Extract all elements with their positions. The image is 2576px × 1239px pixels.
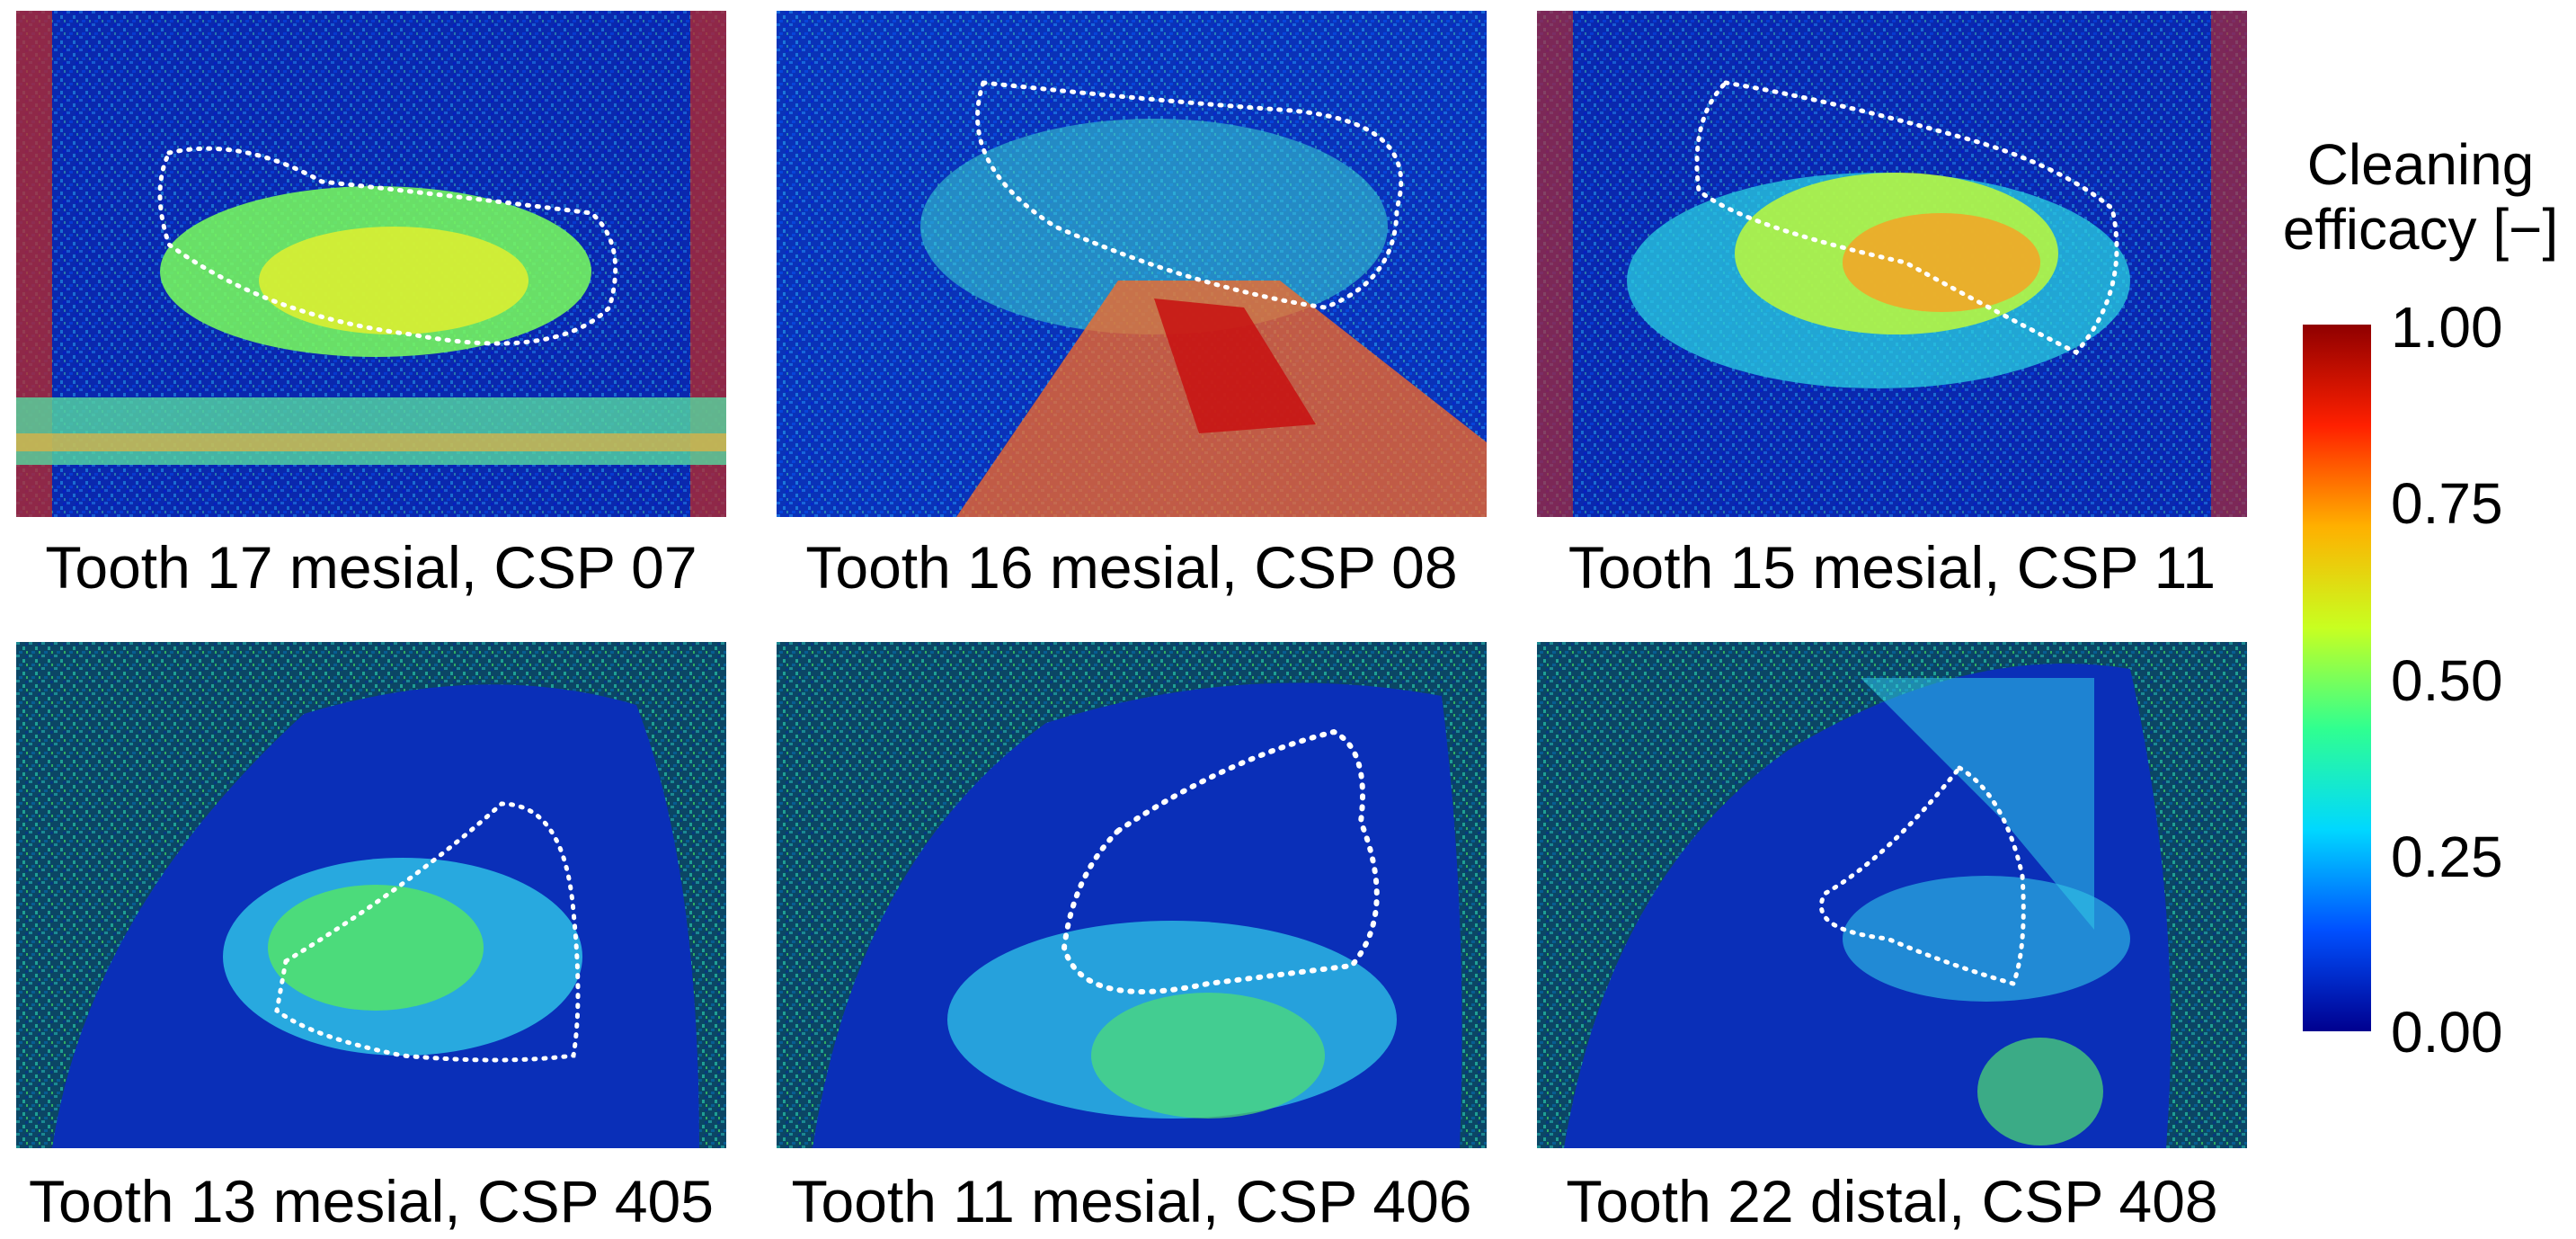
heatmap-panel-5 <box>777 642 1487 1148</box>
colorbar-tick: 0.00 <box>2391 1000 2503 1065</box>
colorbar-tick: 1.00 <box>2391 295 2503 360</box>
panel-caption: Tooth 16 mesial, CSP 08 <box>805 534 1458 601</box>
heatmap-panel-1 <box>16 11 726 517</box>
colorbar-title: Cleaning efficacy [−] <box>2265 132 2576 262</box>
panel-caption: Tooth 17 mesial, CSP 07 <box>45 534 697 601</box>
heatmap-panel-2 <box>777 11 1487 517</box>
colorbar-title-line1: Cleaning <box>2306 132 2535 197</box>
panel-caption: Tooth 13 mesial, CSP 405 <box>29 1168 714 1235</box>
panel-caption: Tooth 11 mesial, CSP 406 <box>791 1168 1472 1235</box>
colorbar-title-line2: efficacy [−] <box>2282 196 2559 262</box>
panel-caption: Tooth 22 distal, CSP 408 <box>1566 1168 2218 1235</box>
colorbar-gradient <box>2303 325 2371 1031</box>
heatmap-panel-4 <box>16 642 726 1148</box>
colorbar-tick: 0.75 <box>2391 471 2503 536</box>
colorbar-tick: 0.25 <box>2391 825 2503 889</box>
colorbar-tick: 0.50 <box>2391 648 2503 713</box>
heatmap-panel-3 <box>1537 11 2247 517</box>
panel-caption: Tooth 15 mesial, CSP 11 <box>1568 534 2216 601</box>
heatmap-panel-6 <box>1537 642 2247 1148</box>
